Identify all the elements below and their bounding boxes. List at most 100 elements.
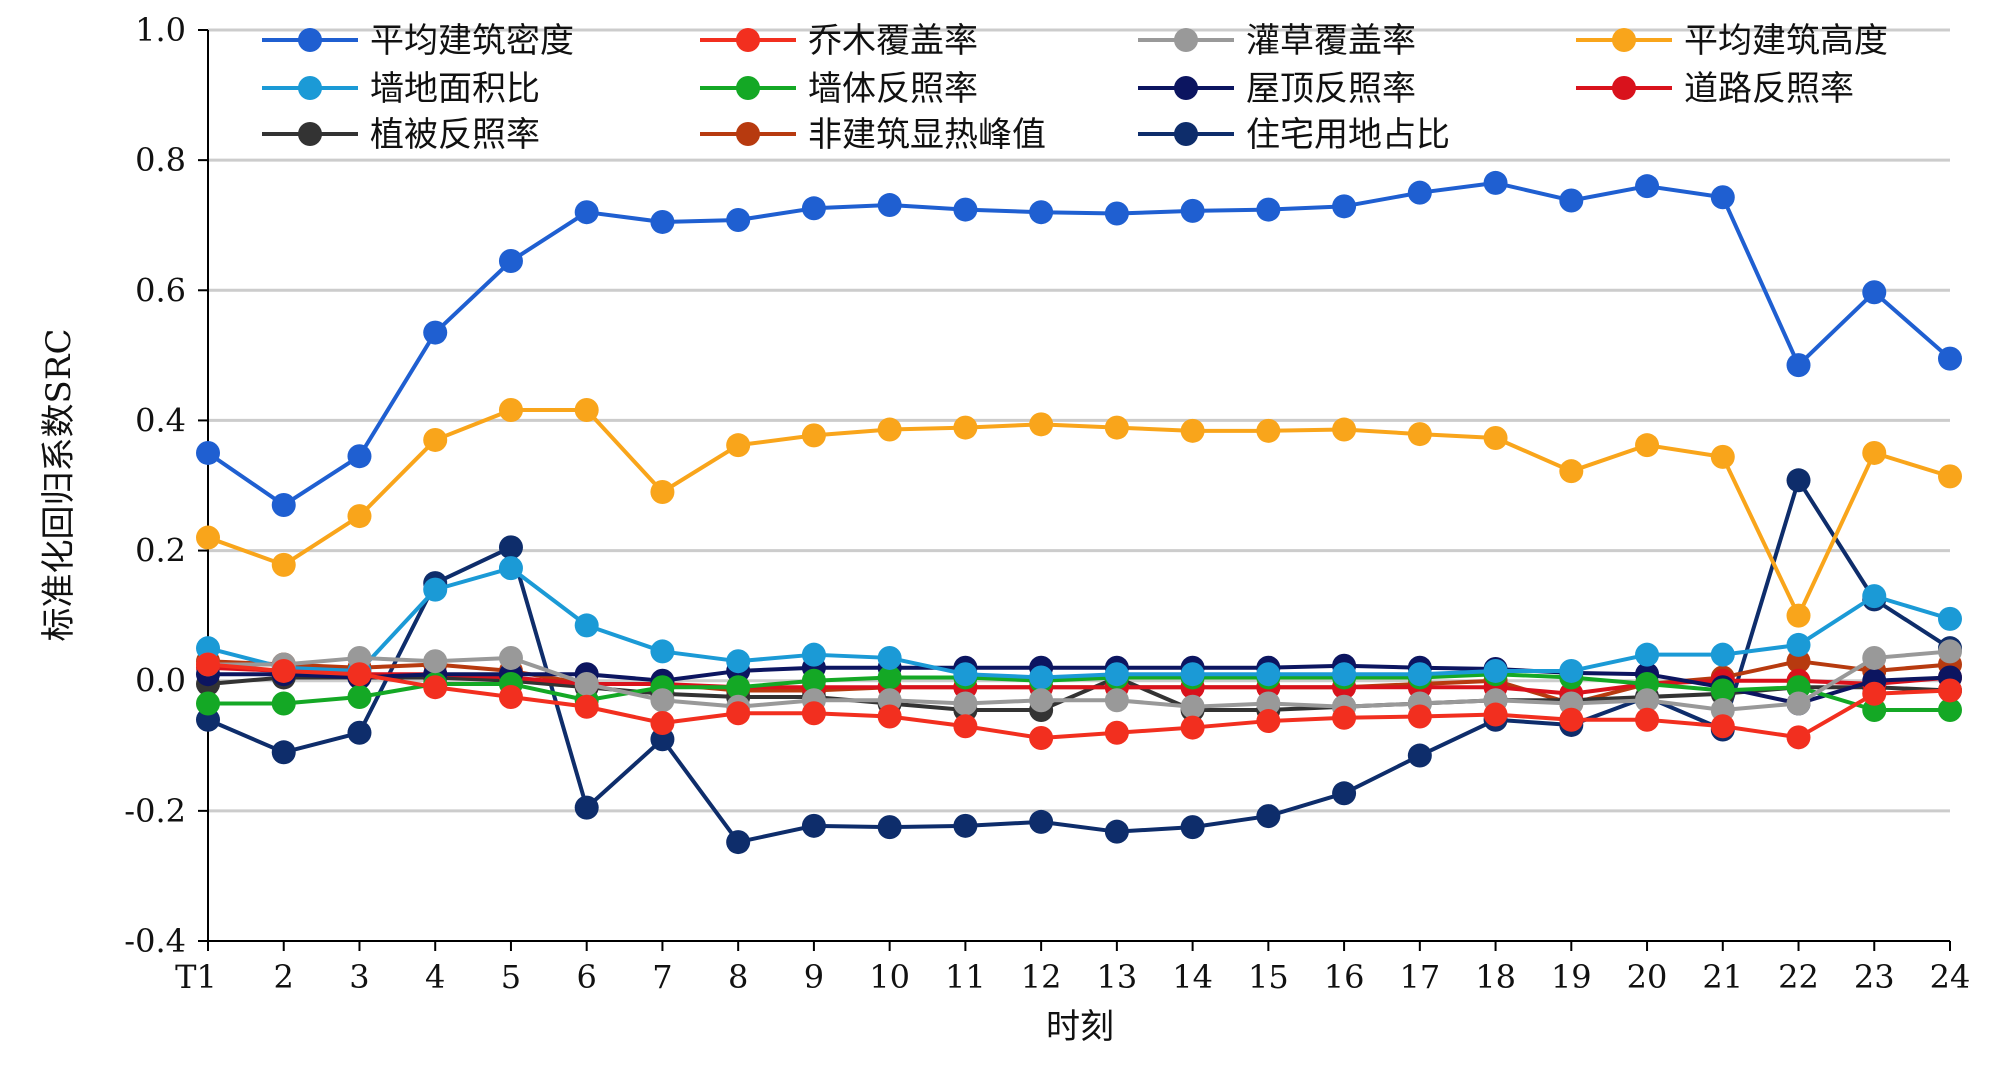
series-3 [196,398,1962,628]
y-tick-label: 0.2 [135,532,186,570]
data-point [1635,433,1660,458]
legend-marker [736,76,760,100]
data-point [1256,804,1281,829]
data-point [1407,704,1432,729]
data-point [196,440,220,465]
series-line [206,180,1952,508]
data-point [498,645,523,670]
data-point [1029,688,1054,713]
data-point [1256,709,1281,734]
data-point [1862,584,1887,609]
data-point [1559,658,1584,683]
legend-label: 非建筑显热峰值 [808,115,1046,155]
legend-marker [736,28,760,52]
data-point [1332,705,1357,730]
x-tick-label: 20 [1627,958,1668,996]
x-tick-label: 19 [1551,958,1592,996]
legend-item: 平均建筑密度 [262,21,574,61]
legend-marker [298,76,322,100]
data-point [1180,694,1205,719]
y-tick-label: 0.6 [135,271,186,309]
legend-item: 非建筑显热峰值 [700,115,1046,155]
y-tick-label: -0.4 [124,922,186,960]
y-tick-label: -0.2 [124,792,186,830]
data-point [1180,815,1205,840]
data-point [1256,418,1281,443]
data-point [423,427,448,452]
data-point [1332,417,1357,442]
legend-item: 墙地面积比 [262,69,540,109]
data-point [877,665,902,690]
x-tick-label: 5 [501,958,521,996]
axes [207,30,1950,942]
data-point [196,652,220,677]
data-point [1786,468,1811,493]
data-point [423,649,448,674]
legend-item: 屋顶反照率 [1138,69,1416,109]
data-point [271,658,296,683]
data-point [1786,603,1811,628]
data-point [877,704,902,729]
data-point [1029,412,1054,437]
x-tick-label: 4 [425,958,445,996]
x-tick-label: 15 [1248,958,1289,996]
data-point [1786,353,1811,378]
data-point [498,556,523,581]
data-point [1104,720,1129,745]
data-point [1938,606,1962,631]
data-point [1559,707,1584,732]
data-point [574,398,599,423]
data-point [1938,639,1962,664]
legend-marker [736,122,760,146]
x-tick-label: 21 [1702,958,1743,996]
y-tick-labels: -0.4 -0.2 0.0 0.2 0.4 0.6 0.8 1.0 [124,11,208,960]
data-point [877,417,902,442]
data-point [1256,691,1281,716]
data-point [1483,425,1508,450]
legend-label: 墙体反照率 [808,69,978,109]
data-point [1180,198,1205,223]
data-point [1710,642,1735,667]
series-line [208,649,1951,712]
data-point [801,423,826,448]
x-tick-label: 23 [1854,958,1895,996]
data-point [650,711,675,736]
data-point [1029,809,1054,834]
data-point [1862,280,1887,305]
data-point [1483,658,1508,683]
data-point [1104,662,1129,687]
data-point [650,688,675,713]
data-point [953,813,978,838]
x-tick-label: 16 [1324,958,1365,996]
data-point [1559,459,1584,484]
legend-label: 道路反照率 [1684,69,1854,109]
data-point [1938,346,1962,371]
data-point [1786,632,1811,657]
data-point [726,649,751,674]
series-0 [196,170,1962,518]
series-line [207,566,1951,680]
x-tick-label: 11 [945,958,986,996]
data-point [801,668,826,693]
data-point [1635,707,1660,732]
legend-marker [298,28,322,52]
x-tick-label: 3 [349,958,369,996]
x-tick-label: 12 [1021,958,1062,996]
data-point [1180,715,1205,740]
data-point [1407,662,1432,687]
data-point [801,813,826,838]
data-point [271,493,296,518]
series-line [208,663,1951,706]
legend-marker [1612,28,1636,52]
series-line [207,675,1951,712]
y-tick-label: 1.0 [135,11,186,49]
series-4 [196,556,1962,690]
x-tick-label: 10 [869,958,910,996]
x-tick-label: T1 [175,958,217,996]
legend-label: 乔木覆盖率 [808,21,978,61]
data-point [1862,681,1887,706]
data-point [271,691,296,716]
legend-item: 灌草覆盖率 [1138,21,1416,61]
data-point [1635,642,1660,667]
data-point [650,209,675,234]
